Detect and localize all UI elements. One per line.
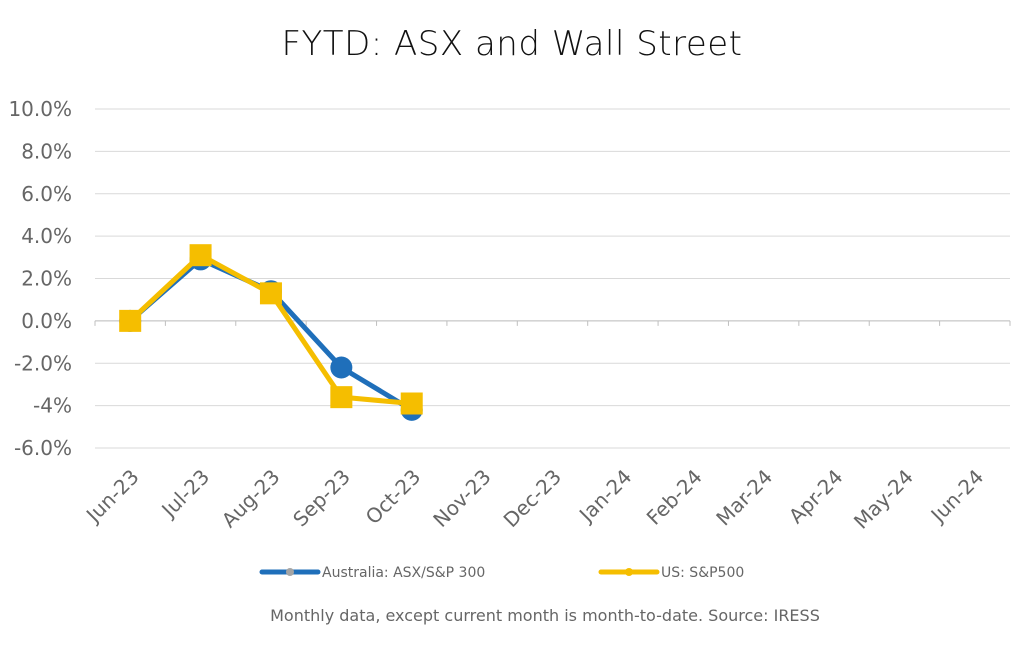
chart-title: FYTD: ASX and Wall Street [281,24,743,64]
x-tick-label: Oct-23 [361,465,426,530]
y-tick-label: 4.0% [21,224,72,248]
grid-lines [95,108,1010,449]
y-tick-label: -2.0% [14,351,72,375]
y-tick-label: 6.0% [21,182,72,206]
data-point [189,244,212,267]
legend-swatch-marker [286,568,294,576]
x-tick-label: May-24 [849,465,918,534]
y-axis-ticks: 10.0% 8.0% 6.0% 4.0% 2.0% 0.0% -2.0% -4% -6.0% [8,97,72,460]
legend-label: Australia: ASX/S&P 300 [322,565,485,581]
series-line [127,252,415,407]
x-tick-label: Mar-24 [711,465,777,531]
legend-label: US: S&P500 [661,565,744,581]
data-point [259,282,282,305]
x-tick-label: Jan-24 [573,465,636,528]
x-tick-label: Sep-23 [288,465,355,532]
x-tick-label: Jun-23 [80,465,144,529]
legend: Australia: ASX/S&P 300 US: S&P500 [259,565,744,581]
legend-swatch-marker [625,568,633,576]
series-group [119,244,423,421]
x-tick-label: Jun-24 [925,465,989,529]
y-tick-label: 10.0% [8,97,72,121]
x-tick-label: Dec-23 [499,465,566,532]
y-tick-label: 2.0% [21,267,72,291]
x-axis [94,320,1011,326]
y-tick-label: 8.0% [21,139,72,163]
data-point [119,309,142,332]
data-point [330,386,353,409]
y-tick-label: -6.0% [14,436,72,460]
data-point [400,392,423,415]
data-point [330,356,353,379]
y-tick-label: 0.0% [21,309,72,333]
x-tick-label: Feb-24 [642,465,707,530]
x-tick-label: Aug-23 [217,465,285,533]
x-tick-label: Apr-24 [784,465,848,529]
x-axis-ticks: Jun-23 Jul-23 Aug-23 Sep-23 Oct-23 Nov-23 Dec-… [80,465,988,534]
chart-footnote: Monthly data, except current month is mo… [270,606,820,625]
y-tick-label: -4% [33,394,72,418]
x-tick-label: Jul-23 [156,465,215,524]
x-tick-label: Nov-23 [428,465,495,532]
